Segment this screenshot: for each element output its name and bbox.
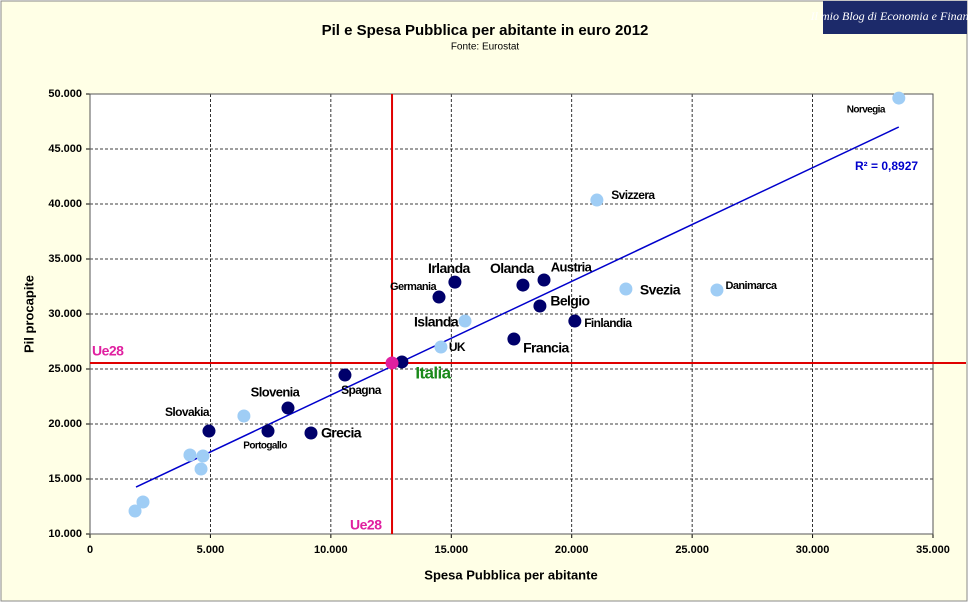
- x-axis-label: Spesa Pubblica per abitante: [424, 567, 597, 582]
- data-point: [281, 401, 295, 415]
- chart-subtitle: Fonte: Eurostat: [451, 42, 520, 53]
- y-tick-label: 45.000: [48, 143, 82, 155]
- x-tick-label: 35.000: [916, 544, 950, 556]
- x-tick-label: 15.000: [434, 544, 468, 556]
- data-point: [533, 299, 547, 313]
- point-label: Olanda: [490, 260, 535, 276]
- x-tick-label: 10.000: [314, 544, 348, 556]
- data-point: [507, 332, 521, 346]
- point-label: Austria: [551, 259, 593, 274]
- y-tick-label: 20.000: [48, 418, 82, 430]
- data-point: [304, 426, 318, 440]
- point-label: Slovenia: [251, 384, 301, 399]
- point-label: Finlandia: [584, 316, 632, 330]
- x-tick-label: 25.000: [675, 544, 709, 556]
- point-label: UK: [449, 340, 466, 354]
- data-point: [136, 495, 150, 509]
- data-point: [892, 91, 906, 105]
- watermark: Il mio Blog di Economia e Finanza: [810, 9, 970, 23]
- data-point: [434, 340, 448, 354]
- point-label: Slovakia: [165, 405, 210, 419]
- data-point: [710, 283, 724, 297]
- data-point: [590, 193, 604, 207]
- point-label: Islanda: [414, 314, 459, 330]
- data-point: [432, 290, 446, 304]
- data-point: [261, 424, 275, 438]
- data-point: [395, 355, 409, 369]
- y-tick-label: 35.000: [48, 253, 82, 265]
- data-point: [202, 424, 216, 438]
- reference-point: [385, 356, 399, 370]
- point-label: Grecia: [321, 425, 362, 441]
- y-tick-label: 15.000: [48, 473, 82, 485]
- point-label: Svizzera: [611, 188, 655, 202]
- point-label: Portogallo: [243, 441, 287, 452]
- point-label: Francia: [523, 340, 569, 356]
- data-point: [458, 314, 472, 328]
- r-squared-label: R² = 0,8927: [855, 159, 918, 173]
- point-label: Belgio: [550, 293, 589, 309]
- data-point: [338, 368, 352, 382]
- data-point: [237, 409, 251, 423]
- y-tick-label: 25.000: [48, 363, 82, 375]
- point-label: Spagna: [341, 383, 382, 397]
- point-label: Danimarca: [726, 280, 778, 292]
- point-label: Germania: [390, 281, 437, 293]
- data-point: [183, 448, 197, 462]
- y-tick-label: 30.000: [48, 308, 82, 320]
- point-label: Norvegia: [847, 105, 886, 116]
- watermark-box: [823, 1, 967, 34]
- y-tick-label: 40.000: [48, 198, 82, 210]
- plot-border: [89, 93, 934, 535]
- data-point: [194, 462, 208, 476]
- y-tick-label: 10.000: [48, 528, 82, 540]
- data-point: [196, 449, 210, 463]
- point-label: Svezia: [640, 282, 681, 298]
- data-point: [448, 275, 462, 289]
- x-tick-label: 20.000: [555, 544, 589, 556]
- data-point: [537, 273, 551, 287]
- x-tick-label: 5.000: [197, 544, 225, 556]
- y-axis-label: Pil procapite: [21, 275, 36, 353]
- data-point: [516, 278, 530, 292]
- y-tick-label: 50.000: [48, 88, 82, 100]
- data-point: [568, 314, 582, 328]
- data-point: [619, 282, 633, 296]
- point-label: Italia: [415, 363, 451, 382]
- chart-title: Pil e Spesa Pubblica per abitante in eur…: [322, 22, 649, 39]
- x-tick-label: 30.000: [796, 544, 830, 556]
- point-label: Irlanda: [428, 260, 471, 276]
- data-point: [128, 504, 142, 518]
- x-tick-label: 0: [87, 544, 93, 556]
- reference-label: Ue28: [350, 517, 382, 533]
- reference-label: Ue28: [92, 343, 124, 359]
